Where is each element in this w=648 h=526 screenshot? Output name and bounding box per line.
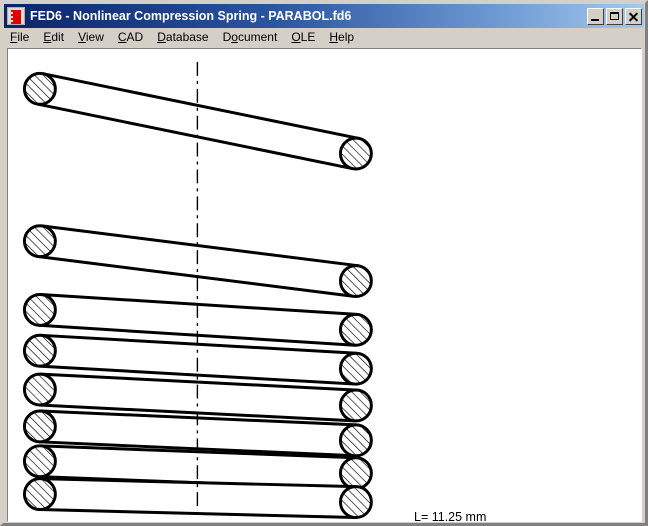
wire-cross-section-right xyxy=(338,485,373,520)
close-button[interactable] xyxy=(625,7,642,25)
menu-accel: C xyxy=(117,29,127,44)
menu-item-document[interactable]: Document xyxy=(222,29,278,44)
wire-cross-section-right xyxy=(338,456,373,491)
menu-label-post: atabase xyxy=(165,29,209,44)
minimize-button[interactable] xyxy=(587,7,604,25)
menu-bar: File Edit View CAD Database Document OLE… xyxy=(4,28,644,46)
wire-cross-section-left xyxy=(22,372,57,407)
wire-cross-section-right xyxy=(338,264,373,298)
menu-item-ole[interactable]: OLE xyxy=(291,29,316,44)
wire-cross-section-left xyxy=(22,292,57,327)
wire-cross-section-left xyxy=(22,409,57,444)
menu-accel: H xyxy=(329,29,339,44)
menu-label-post: LE xyxy=(300,29,316,44)
spring-drawing xyxy=(22,61,373,520)
wire-cross-section-right xyxy=(338,136,373,171)
menu-label-post: iew xyxy=(85,29,104,44)
length-label: L= 11.25 mm xyxy=(414,510,487,522)
coil-layer xyxy=(22,71,373,520)
menu-accel: E xyxy=(43,29,52,44)
wire-cross-section-right xyxy=(338,312,373,347)
wire-cross-section-right xyxy=(338,423,373,458)
menu-item-help[interactable]: Help xyxy=(329,29,355,44)
wire-cross-section-left xyxy=(22,333,57,368)
menu-accel: V xyxy=(78,29,86,44)
window-title: FED6 - Nonlinear Compression Spring - PA… xyxy=(30,9,352,23)
menu-accel: o xyxy=(231,29,238,44)
menu-label-post: cument xyxy=(237,29,278,44)
wire-cross-section-right xyxy=(338,388,373,423)
menu-item-edit[interactable]: Edit xyxy=(43,29,65,44)
menu-item-view[interactable]: View xyxy=(78,29,104,44)
maximize-button[interactable] xyxy=(606,7,623,25)
menu-item-file[interactable]: File xyxy=(10,29,30,44)
menu-label-post: dit xyxy=(51,29,65,44)
wire-cross-section-right xyxy=(338,351,373,386)
wire-cross-section-left xyxy=(22,224,57,259)
title-bar[interactable]: FED6 - Nonlinear Compression Spring - PA… xyxy=(4,4,644,28)
wire-cross-section-left xyxy=(22,444,57,479)
drawing-canvas[interactable]: L= 11.25 mm FED6 - Nonlinear Compression… xyxy=(7,48,642,522)
menu-label-post: AD xyxy=(126,29,144,44)
wire-cross-section-left xyxy=(22,71,57,106)
menu-accel: D xyxy=(157,29,166,44)
menu-label-post: ile xyxy=(17,29,30,44)
menu-item-cad[interactable]: CAD xyxy=(117,29,144,44)
spring-coil-icon xyxy=(7,7,25,25)
menu-label-pre: D xyxy=(222,29,232,44)
wire-cross-section-left xyxy=(22,477,57,512)
menu-accel: F xyxy=(10,29,18,44)
menu-accel: O xyxy=(291,29,301,44)
menu-label-post: elp xyxy=(338,29,355,44)
menu-item-database[interactable]: Database xyxy=(157,29,209,44)
